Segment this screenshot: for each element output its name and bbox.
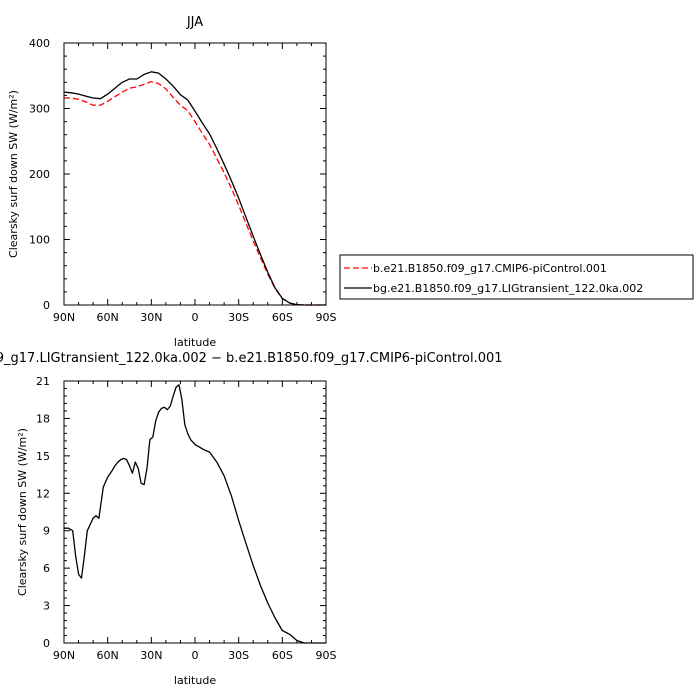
top-panel-y-tick-label: 400 [29,37,50,50]
bottom-panel-x-axis-label: latitude [174,674,216,687]
top-panel-x-tick-label: 0 [192,311,199,324]
top-panel-x-tick-label: 90S [316,311,337,324]
legend-box [339,254,694,300]
top-panel-x-tick-label: 30S [228,311,249,324]
legend-label-pi-control: b.e21.B1850.f09_g17.CMIP6-piControl.001 [373,262,607,275]
bottom-panel-x-tick-label: 30N [140,649,162,662]
bottom-panel-x-tick-label: 90S [316,649,337,662]
legend-label-lig-transient: bg.e21.B1850.f09_g17.LIGtransient_122.0k… [373,282,643,295]
top-panel-x-axis-label: latitude [174,336,216,349]
legend: b.e21.B1850.f09_g17.CMIP6-piControl.001 … [339,254,694,300]
top-panel-y-tick-label: 300 [29,103,50,116]
bottom-panel-x-tick-label: 90N [53,649,75,662]
bottom-panel-plot-frame [63,380,327,644]
top-panel-y-tick-label: 0 [43,299,50,312]
bottom-panel-ticks: 90N 60N 30N 0 30S 60S 90S 0 3 6 9 12 15 18 21 [36,375,337,662]
bottom-panel-series-line-0 [64,384,326,644]
bottom-panel: bg.e21.B1850.f09_g17.LIGtransient_122.0k… [0,351,503,687]
bottom-panel-title: bg.e21.B1850.f09_g17.LIGtransient_122.0k… [0,351,503,366]
bottom-panel-y-tick-label: 9 [43,525,50,538]
top-panel-y-tick-label: 100 [29,234,50,247]
bottom-panel-y-axis-label: Clearsky surf down SW (W/m²) [16,428,29,596]
top-panel-series-line-1 [63,71,326,306]
top-panel: JJA 90N 60N 30N 0 30S 60S 90S 0 100 200 300 400 lat… [7,15,337,349]
bottom-panel-y-tick-label: 3 [43,600,50,613]
top-panel-lines [63,71,326,306]
bottom-panel-x-tick-label: 0 [192,649,199,662]
top-panel-x-tick-label: 90N [53,311,75,324]
bottom-panel-x-tick-label: 30S [228,649,249,662]
bottom-panel-y-tick-label: 12 [36,487,50,500]
bottom-panel-y-tick-label: 18 [36,412,50,425]
top-panel-title: JJA [186,15,203,30]
bottom-panel-y-tick-label: 6 [43,562,50,575]
bottom-panel-lines [64,384,326,644]
bottom-panel-x-tick-label: 60S [272,649,293,662]
bottom-panel-x-tick-label: 60N [97,649,119,662]
top-panel-x-tick-label: 60S [272,311,293,324]
bottom-panel-y-tick-label: 15 [36,450,50,463]
top-panel-x-tick-label: 30N [140,311,162,324]
top-panel-series-line-0 [64,80,326,306]
bottom-panel-y-tick-label: 21 [36,375,50,388]
top-panel-y-tick-label: 200 [29,168,50,181]
top-panel-x-tick-label: 60N [97,311,119,324]
top-panel-ticks: 90N 60N 30N 0 30S 60S 90S 0 100 200 300 400 [29,37,337,324]
top-panel-plot-frame [63,42,327,306]
top-panel-y-axis-label: Clearsky surf down SW (W/m²) [7,90,20,258]
bottom-panel-y-tick-label: 0 [43,637,50,650]
